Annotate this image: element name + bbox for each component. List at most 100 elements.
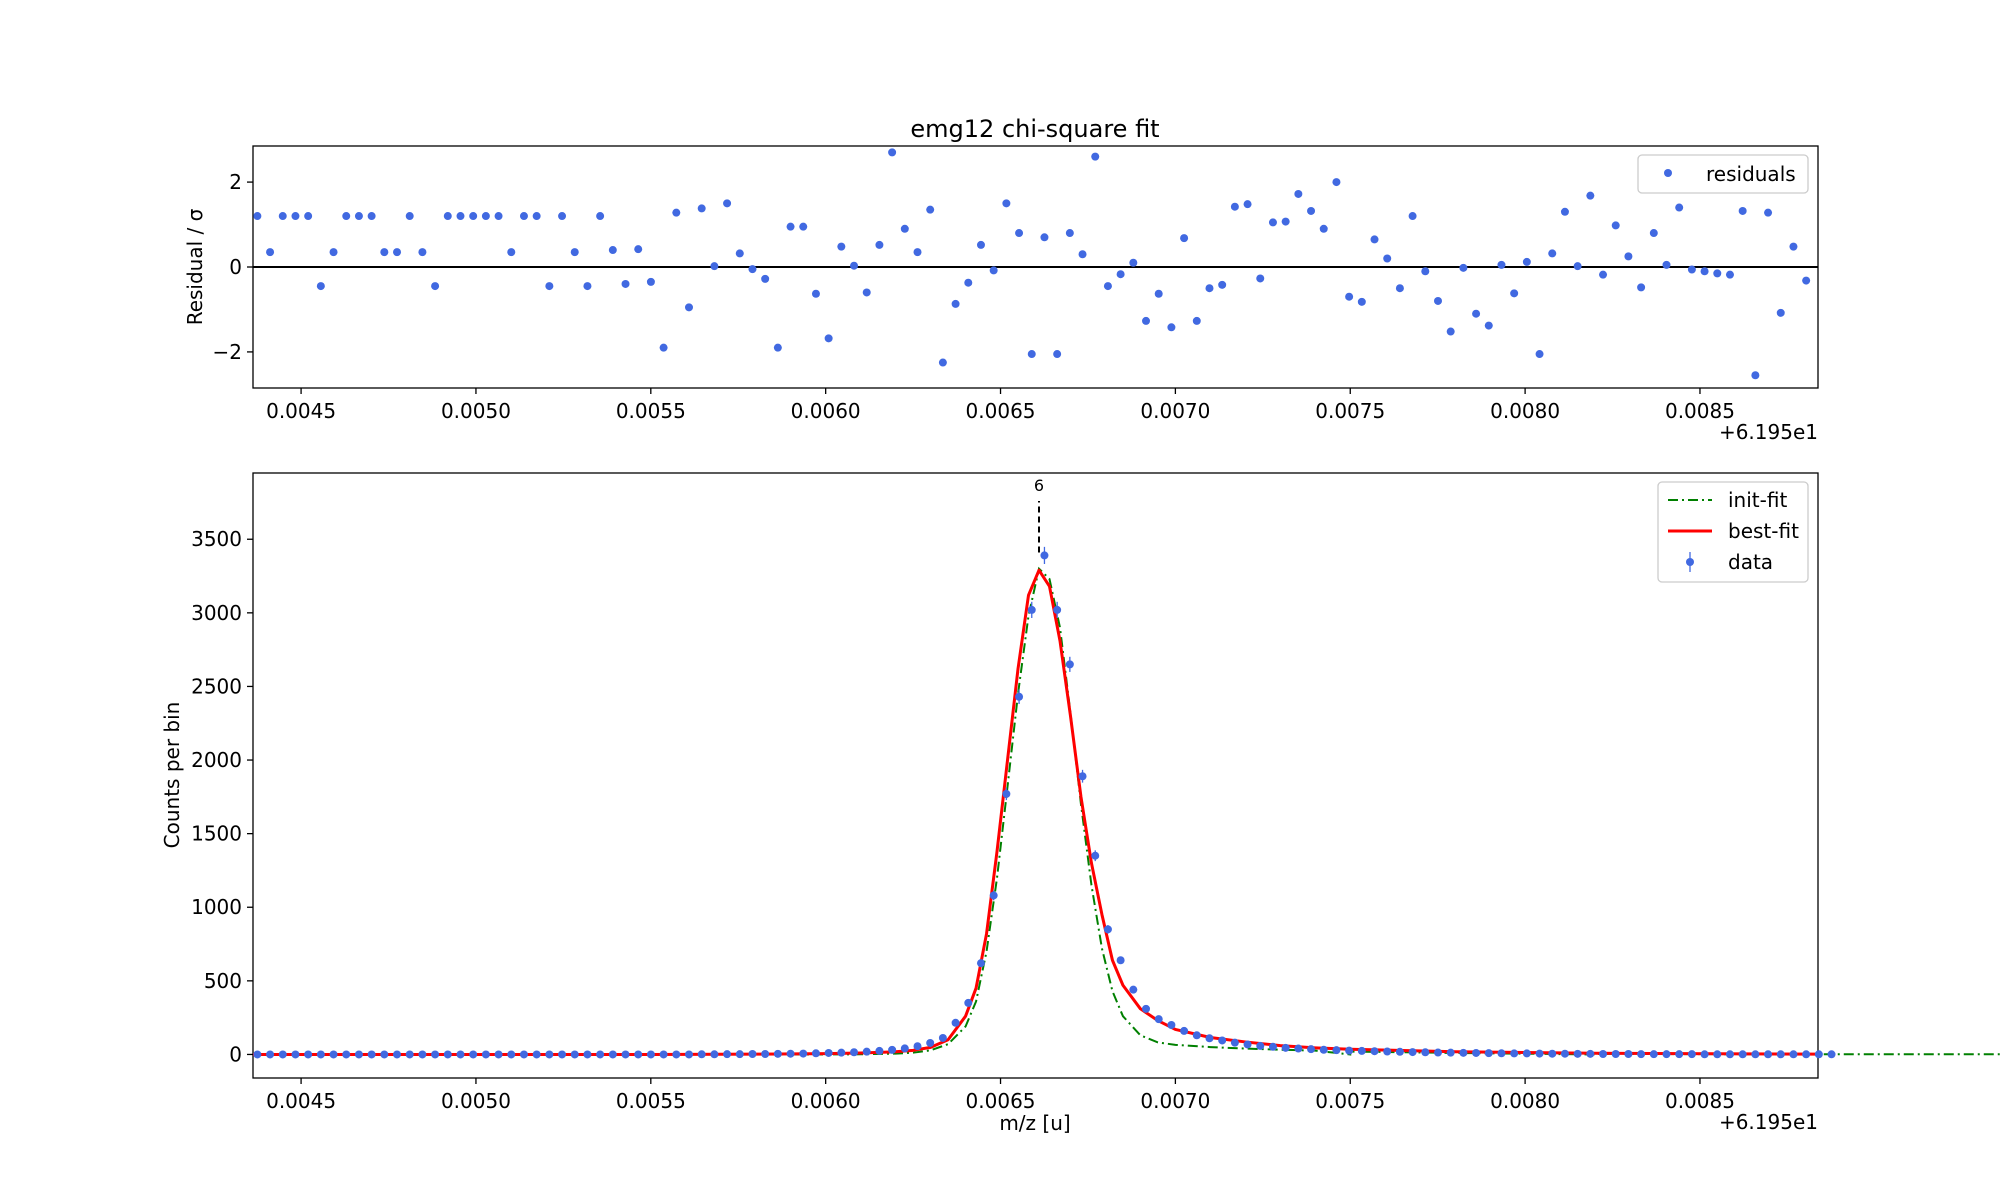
residuals-x-tick-label: 0.0070 — [1140, 399, 1210, 423]
data-point — [875, 1046, 884, 1055]
data-point — [1065, 660, 1074, 669]
residual-point — [1700, 267, 1709, 276]
data-point — [1256, 1041, 1265, 1050]
residuals-points — [253, 148, 1811, 380]
main-x-tick-label: 0.0065 — [966, 1089, 1036, 1113]
residual-point — [481, 212, 490, 221]
residual-point — [875, 240, 884, 249]
residual-point — [850, 261, 859, 270]
data-point — [710, 1050, 719, 1059]
data-point — [342, 1050, 351, 1059]
residual-point — [380, 248, 389, 257]
main-y-tick-label: 500 — [204, 969, 242, 993]
residual-point — [1307, 206, 1316, 215]
main-y-tick-label: 2500 — [191, 674, 242, 698]
residual-point — [900, 224, 909, 233]
data-point — [1497, 1049, 1506, 1058]
residuals-x-tick-label: 0.0075 — [1315, 399, 1385, 423]
data-point — [951, 1018, 960, 1027]
residual-point — [266, 248, 275, 257]
data-point — [1802, 1050, 1811, 1059]
data-point — [786, 1049, 795, 1058]
residual-point — [583, 282, 592, 291]
residual-point — [1751, 371, 1760, 380]
data-point — [1738, 1050, 1747, 1059]
residual-point — [570, 248, 579, 257]
residuals-legend-marker — [1664, 169, 1672, 177]
residual-point — [621, 279, 630, 288]
data-point — [1522, 1049, 1531, 1058]
data-point — [1573, 1049, 1582, 1058]
main-x-tick-label: 0.0045 — [266, 1089, 336, 1113]
data-point — [393, 1050, 402, 1059]
data-point — [1637, 1050, 1646, 1059]
data-point — [913, 1042, 922, 1051]
residuals-y-axis-label: Residual / σ — [183, 208, 207, 325]
data-point — [621, 1050, 630, 1059]
data-point — [1548, 1049, 1557, 1058]
residual-point — [469, 212, 478, 221]
data-point — [976, 959, 985, 968]
data-point — [1180, 1026, 1189, 1035]
main-legend-box — [1657, 481, 1809, 583]
residual-point — [1535, 350, 1544, 359]
residual-point — [1522, 257, 1531, 266]
residual-point — [659, 343, 668, 352]
residual-point — [1459, 263, 1468, 272]
residual-point — [1319, 224, 1328, 233]
residual-point — [431, 282, 440, 291]
data-point — [304, 1050, 313, 1059]
data-point — [570, 1050, 579, 1059]
residual-point — [761, 274, 770, 283]
residual-point — [393, 248, 402, 257]
residual-point — [1218, 280, 1227, 289]
residual-point — [596, 212, 605, 221]
data-point — [1205, 1034, 1214, 1043]
data-point — [862, 1047, 871, 1056]
data-point — [1814, 1050, 1823, 1059]
data-point — [1675, 1050, 1684, 1059]
data-point — [646, 1050, 655, 1059]
residual-point — [1421, 267, 1430, 276]
residual-point — [773, 343, 782, 352]
main-y-tick-label: 3500 — [191, 527, 242, 551]
data-point — [938, 1033, 947, 1042]
residual-point — [1154, 289, 1163, 298]
residual-point — [456, 212, 465, 221]
residuals-y-ticks: −2 0 2 — [213, 170, 253, 364]
residual-point — [405, 212, 414, 221]
data-point — [723, 1050, 732, 1059]
data-point — [1218, 1036, 1227, 1045]
data-point — [291, 1050, 300, 1059]
data-point — [850, 1048, 859, 1057]
residual-point — [1611, 221, 1620, 230]
data-point — [443, 1050, 452, 1059]
main-x-tick-label: 0.0085 — [1665, 1089, 1735, 1113]
main-y-tick-label: 1000 — [191, 895, 242, 919]
data-point — [1713, 1050, 1722, 1059]
residual-point — [723, 199, 732, 208]
data-point — [367, 1050, 376, 1059]
residuals-x-tick-label: 0.0055 — [616, 399, 686, 423]
data-point — [1027, 605, 1036, 614]
data-point — [1103, 925, 1112, 934]
residual-point — [1103, 282, 1112, 291]
main-x-tick-label: 0.0060 — [791, 1089, 861, 1113]
residual-point — [1332, 178, 1341, 187]
residual-point — [1192, 316, 1201, 325]
residual-point — [1281, 217, 1290, 226]
data-point — [1725, 1050, 1734, 1059]
data-point — [761, 1050, 770, 1059]
residual-point — [1789, 242, 1798, 251]
residual-point — [1433, 296, 1442, 305]
data-point — [266, 1050, 275, 1059]
data-point — [926, 1038, 935, 1047]
residual-point — [1294, 189, 1303, 198]
data-point — [1243, 1040, 1252, 1049]
residual-point — [304, 212, 313, 221]
residual-point — [558, 212, 567, 221]
data-point — [888, 1045, 897, 1054]
residual-point — [1484, 321, 1493, 330]
data-point — [278, 1050, 287, 1059]
